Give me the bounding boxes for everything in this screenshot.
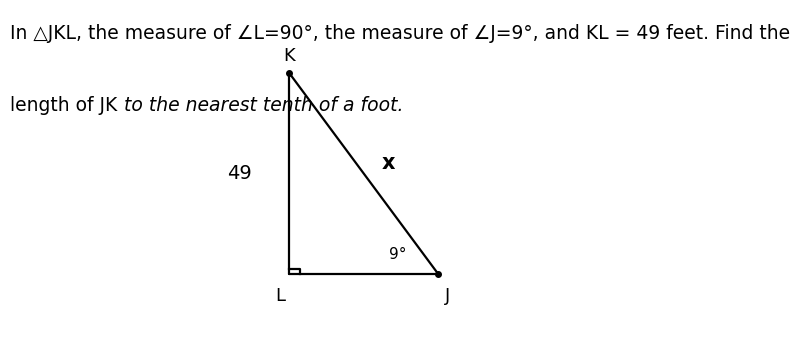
Text: x: x [382, 153, 395, 173]
Text: 9°: 9° [389, 247, 406, 262]
Text: In △JKL, the measure of ∠L=90°, the measure of ∠J=9°, and KL = 49 feet. Find the: In △JKL, the measure of ∠L=90°, the meas… [10, 24, 790, 43]
Text: J: J [445, 287, 450, 305]
Text: K: K [283, 47, 295, 65]
Text: length of JK: length of JK [10, 96, 124, 115]
Text: 49: 49 [227, 164, 252, 183]
Text: to the nearest tenth of a foot.: to the nearest tenth of a foot. [124, 96, 403, 115]
Text: L: L [275, 287, 285, 305]
